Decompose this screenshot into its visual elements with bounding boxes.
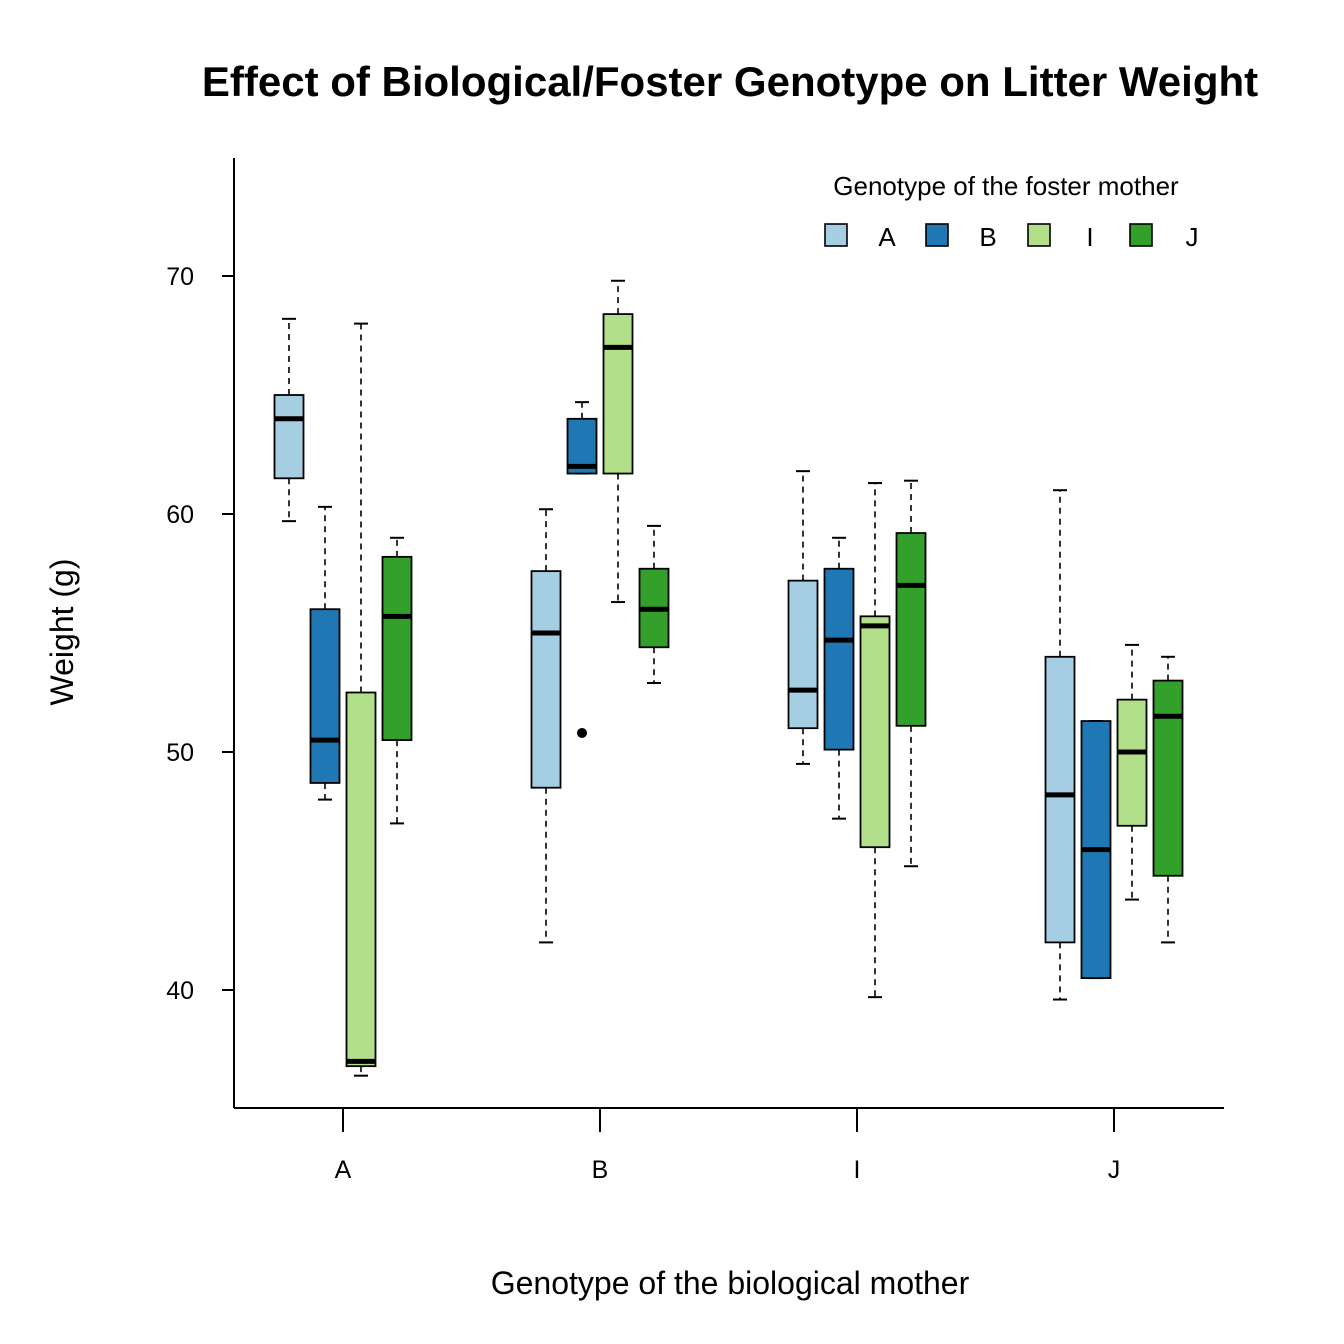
y-axis-title: Weight (g): [44, 558, 80, 705]
x-tick-label: I: [854, 1156, 861, 1184]
box-body: [859, 615, 891, 849]
legend-label: A: [878, 222, 896, 252]
legend-swatch: [824, 223, 848, 247]
legend-label: B: [979, 222, 996, 252]
box-body: [1116, 698, 1148, 827]
box-body: [787, 579, 819, 730]
legend-item: A: [824, 222, 896, 252]
box-body: [273, 394, 305, 480]
box-body: [1152, 679, 1184, 877]
chart-title: Effect of Biological/Foster Genotype on …: [202, 58, 1258, 105]
box-body: [309, 608, 341, 784]
box-body: [1044, 655, 1076, 944]
legend-label: I: [1086, 222, 1093, 252]
box-group: [823, 536, 855, 820]
box-group: [1152, 655, 1184, 944]
y-tick-label: 50: [166, 739, 194, 767]
box-group: [787, 470, 819, 765]
box-body: [381, 555, 413, 742]
legend-item: B: [925, 222, 997, 252]
legend-label: J: [1186, 222, 1199, 252]
box-group: [602, 279, 634, 604]
box-group: [1044, 489, 1076, 1001]
x-tick-label: J: [1108, 1156, 1121, 1184]
box-body: [530, 570, 562, 789]
box-group: [530, 508, 562, 944]
x-axis-title: Genotype of the biological mother: [491, 1265, 970, 1301]
box-group: [859, 482, 891, 999]
box-plots: [273, 279, 1184, 1077]
x-tick-label: A: [335, 1156, 352, 1184]
y-tick-label: 60: [166, 501, 194, 529]
box-group: [1080, 720, 1112, 980]
box-group: [566, 401, 598, 738]
box-group: [345, 322, 377, 1077]
axes: 40 50 60 70 A B I J: [166, 158, 1224, 1184]
legend-swatch: [1027, 223, 1051, 247]
box-group: [1116, 643, 1148, 901]
box-body: [602, 313, 634, 475]
box-group: [309, 505, 341, 801]
legend-swatch: [1129, 223, 1153, 247]
box-group: [895, 479, 927, 868]
box-group: [273, 317, 305, 523]
box-body: [823, 567, 855, 751]
legend-item: J: [1129, 222, 1199, 252]
x-tick-label: B: [592, 1156, 609, 1184]
outlier-point: [577, 727, 587, 738]
legend-title: Genotype of the foster mother: [833, 171, 1179, 201]
box-group: [381, 536, 413, 825]
y-tick-label: 40: [166, 977, 194, 1005]
box-body: [345, 691, 377, 1068]
legend-item: I: [1027, 222, 1094, 252]
box-group: [638, 524, 670, 684]
legend-swatch: [925, 223, 949, 247]
y-tick-label: 70: [166, 263, 194, 291]
box-body: [895, 532, 927, 727]
